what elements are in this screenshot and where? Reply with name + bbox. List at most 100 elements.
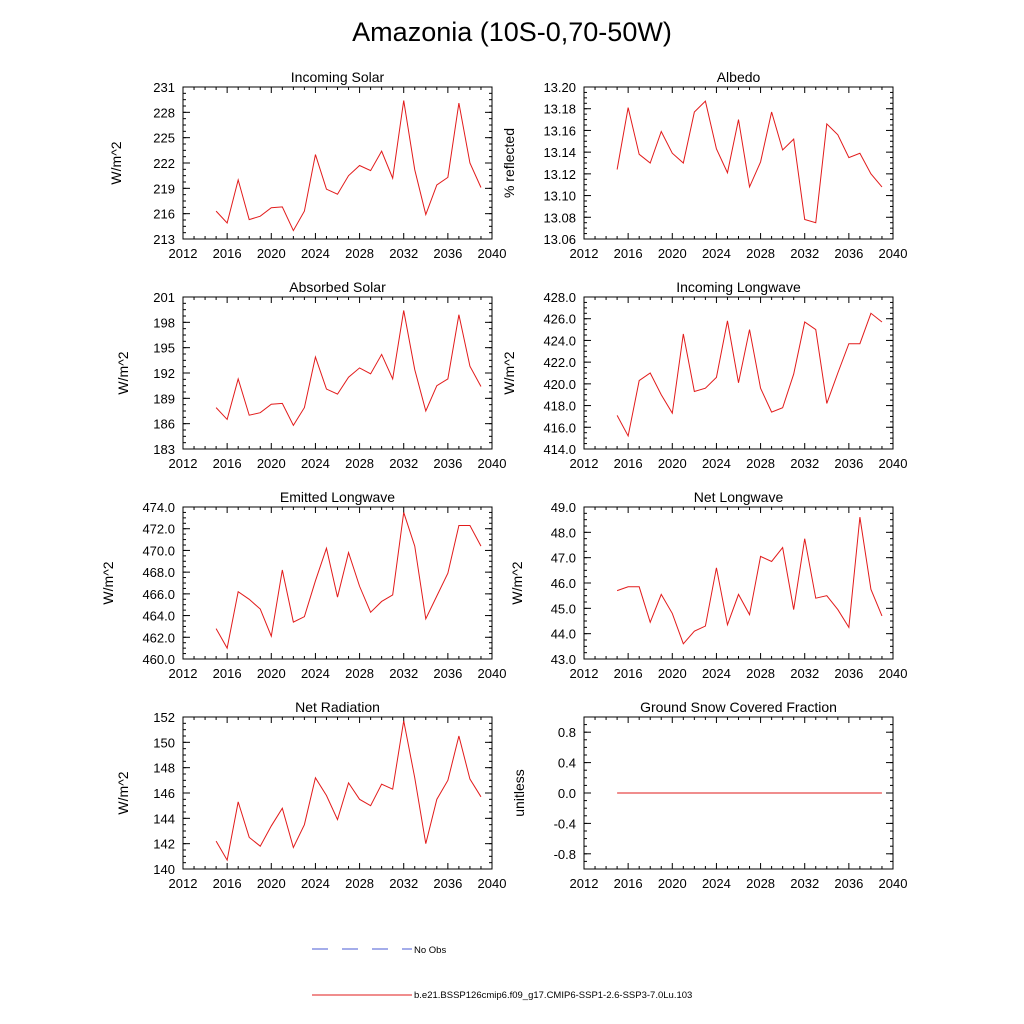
x-tick-label: 2024 [702,666,731,681]
panel-frame [583,506,894,660]
x-tick-label: 2020 [658,876,687,891]
x-tick-label: 2032 [790,876,819,891]
x-tick-label: 2012 [570,666,599,681]
panels: Incoming Solar W/m^2 2012 2016 2020 2024 2028 2… [100,69,907,891]
y-axis-label: W/m^2 [100,561,116,604]
x-tick-label: 2032 [790,456,819,471]
x-tick-label: 2012 [570,876,599,891]
panel-6: Net Longwave W/m^2 2012 2016 2020 2024 2028 203… [509,489,907,681]
y-tick-label: 225 [153,131,175,146]
x-tick-label: 2012 [169,456,198,471]
x-tick-label: 2032 [790,666,819,681]
y-tick-label: 46.0 [551,576,576,591]
y-tick-label: 47.0 [551,551,576,566]
panel-title: Net Radiation [295,699,380,715]
panel-title: Incoming Solar [291,69,385,85]
panel-title: Ground Snow Covered Fraction [640,699,837,715]
panel-5: Emitted Longwave W/m^2 2012 2016 2020 2024 202… [100,489,506,681]
x-tick-label: 2040 [478,456,507,471]
x-tick-label: 2028 [345,456,374,471]
x-tick-label: 2020 [257,666,286,681]
series-line [215,720,482,862]
series-line [616,312,883,438]
x-tick-label: 2012 [169,666,198,681]
y-tick-label: 474.0 [142,500,175,515]
y-tick-label: 183 [153,442,175,457]
panel-4: Incoming Longwave W/m^2 2012 2016 2020 2024 20… [501,279,907,471]
x-tick-label: 2040 [879,246,908,261]
y-tick-label: 460.0 [142,652,175,667]
panel-3: Absorbed Solar W/m^2 2012 2016 2020 2024 2028 2… [115,279,506,471]
x-tick-label: 2036 [433,246,462,261]
y-axis-label: W/m^2 [509,561,525,604]
y-tick-label: 13.08 [543,210,576,225]
y-tick-label: 420.0 [543,377,576,392]
y-tick-label: 45.0 [551,601,576,616]
y-tick-label: 189 [153,391,175,406]
x-tick-label: 2036 [433,876,462,891]
x-tick-label: 2020 [257,246,286,261]
x-tick-label: 2016 [213,246,242,261]
y-tick-label: 464.0 [142,609,175,624]
y-tick-label: 198 [153,315,175,330]
panel-frame [583,86,894,240]
x-tick-label: 2024 [702,876,731,891]
y-tick-label: -0.8 [554,847,576,862]
y-tick-label: 146 [153,786,175,801]
x-tick-label: 2024 [301,456,330,471]
y-tick-label: 0.0 [558,786,576,801]
y-tick-label: 13.06 [543,232,576,247]
panel-title: Net Longwave [694,489,784,505]
series-line [215,512,482,650]
y-axis-label: W/m^2 [108,141,124,184]
y-tick-label: -0.4 [554,816,576,831]
y-tick-label: 0.8 [558,725,576,740]
y-tick-label: 148 [153,761,175,776]
x-tick-label: 2024 [301,876,330,891]
x-tick-label: 2024 [301,666,330,681]
y-tick-label: 213 [153,232,175,247]
x-tick-label: 2024 [702,456,731,471]
x-tick-label: 2016 [213,456,242,471]
x-tick-label: 2024 [702,246,731,261]
series-line [215,100,482,232]
y-tick-label: 144 [153,811,175,826]
legend-model-label: b.e21.BSSP126cmip6.f09_g17.CMIP6-SSP1-2.… [414,990,692,1001]
x-tick-label: 2036 [834,666,863,681]
x-tick-label: 2028 [746,246,775,261]
y-tick-label: 13.20 [543,80,576,95]
x-tick-label: 2020 [658,456,687,471]
y-tick-label: 462.0 [142,630,175,645]
x-tick-label: 2024 [301,246,330,261]
y-tick-label: 152 [153,710,175,725]
series-line [215,310,482,427]
x-tick-label: 2028 [345,876,374,891]
x-tick-label: 2036 [834,876,863,891]
y-tick-label: 43.0 [551,652,576,667]
y-tick-label: 466.0 [142,587,175,602]
x-tick-label: 2016 [614,876,643,891]
y-tick-label: 13.14 [543,145,576,160]
x-tick-label: 2040 [879,876,908,891]
y-tick-label: 222 [153,156,175,171]
y-tick-label: 468.0 [142,565,175,580]
y-axis-label: % reflected [501,128,517,198]
y-axis-label: W/m^2 [115,351,131,394]
x-tick-label: 2016 [614,456,643,471]
x-tick-label: 2012 [169,876,198,891]
x-tick-label: 2032 [790,246,819,261]
x-tick-label: 2028 [345,246,374,261]
y-tick-label: 201 [153,290,175,305]
y-axis-label: unitless [511,769,527,816]
y-tick-label: 48.0 [551,525,576,540]
y-tick-label: 142 [153,837,175,852]
y-tick-label: 195 [153,341,175,356]
y-tick-label: 49.0 [551,500,576,515]
panel-1: Incoming Solar W/m^2 2012 2016 2020 2024 2028 2… [108,69,506,261]
x-tick-label: 2040 [478,666,507,681]
x-tick-label: 2032 [389,456,418,471]
y-tick-label: 472.0 [142,522,175,537]
x-tick-label: 2028 [746,456,775,471]
x-tick-label: 2020 [658,246,687,261]
y-tick-label: 13.16 [543,123,576,138]
